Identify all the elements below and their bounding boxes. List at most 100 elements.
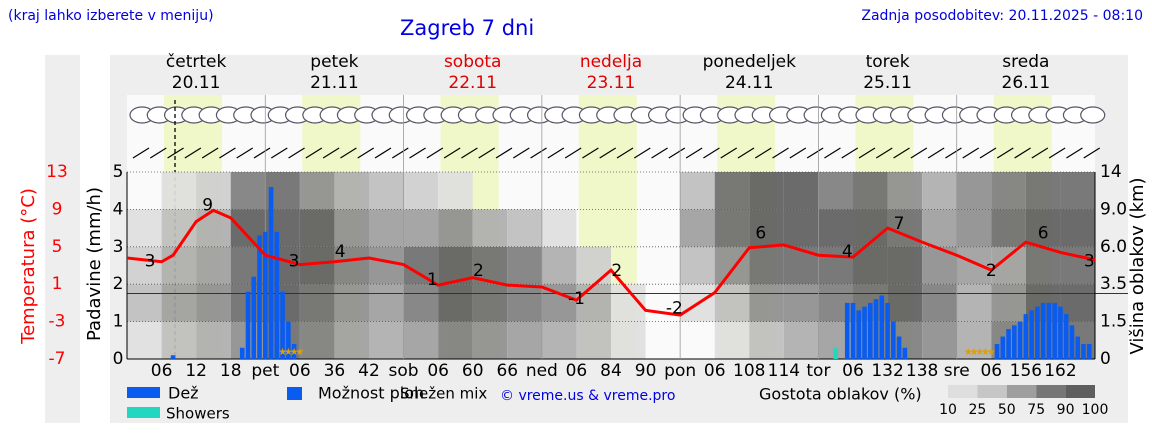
day-date: 20.11: [172, 73, 221, 93]
cloud-cell: [541, 209, 577, 247]
cloud-cell: [161, 284, 197, 322]
cloud-cell: [334, 321, 369, 359]
precip-bar: [274, 231, 280, 359]
wind-barb: [927, 147, 945, 159]
cloud-cell: [127, 209, 162, 247]
x-tick-label: 06: [151, 361, 173, 381]
cloud-cell: [196, 172, 231, 210]
cloud-cell: [611, 321, 646, 359]
temperature-label: 2: [473, 261, 484, 281]
cloud-cell: [369, 284, 404, 322]
precip-bar: [245, 291, 251, 359]
cloud-cell: [403, 321, 439, 359]
day-name: nedelja: [580, 52, 642, 72]
wind-barb: [616, 147, 634, 159]
cloud-legend-tick: 90: [1057, 402, 1075, 418]
precip-bar: [1023, 314, 1029, 359]
precip-layer: ★★★★ ★★★★★: [170, 186, 1092, 359]
cloud-axis-label: Višina oblakov (km): [1127, 177, 1148, 354]
wind-barb: [184, 147, 202, 159]
cloud-cell: [818, 172, 853, 210]
temperature-label: 3: [145, 252, 156, 272]
update-time: Zadnja posodobitev: 20.11.2025 - 08:10: [861, 8, 1143, 24]
wind-barb: [685, 147, 703, 159]
text-layer: 13951-3-7543210149.06.03.51.50četrtek20.…: [46, 52, 1127, 423]
cloud-cell: [1025, 246, 1061, 285]
cloud-cell: [680, 209, 715, 247]
cloud-cell: [956, 172, 992, 210]
precip-bar: [902, 347, 908, 359]
wind-barb: [633, 147, 651, 159]
cloud-cell: [127, 321, 162, 359]
wind-barb: [340, 147, 357, 159]
cloud-cell: [680, 172, 715, 210]
x-tick-label: 06: [704, 361, 726, 381]
precip-bar: [268, 186, 274, 359]
x-tick-label: 06: [566, 361, 588, 381]
precip-bar: [891, 321, 896, 359]
precip-bar: [1035, 306, 1040, 359]
cloud-cell: [507, 246, 542, 285]
temperature-tick-label: 9: [52, 199, 63, 219]
cloud-cell: [576, 284, 611, 322]
precip-bar: [1040, 302, 1046, 359]
cloud-legend-swatch: [1006, 385, 1037, 398]
precip-tick-label: 4: [113, 199, 124, 219]
precip-bar: [1029, 310, 1034, 359]
legend-swatch: [127, 407, 160, 418]
wind-barb: [893, 147, 910, 159]
cloud-legend-tick: 50: [998, 402, 1016, 418]
wind-barb: [703, 147, 720, 159]
chance-star: ★: [970, 347, 979, 358]
temperature-tick-label: 13: [46, 162, 68, 182]
cloud-cell: [403, 246, 439, 285]
temperature-label: -2: [666, 298, 683, 318]
cloud-cell: [818, 246, 853, 285]
chance-star: ★: [278, 347, 287, 358]
legend-label: Showers: [166, 405, 230, 423]
day-name: sreda: [1002, 52, 1049, 72]
weather-icon: [1080, 106, 1106, 124]
chance-star: ★: [975, 347, 984, 358]
temperature-label: 3: [289, 252, 300, 272]
temperature-label: 9: [202, 195, 213, 215]
cloud-cell: [922, 172, 957, 210]
wind-barb: [201, 147, 219, 159]
wind-barb: [979, 147, 997, 159]
wind-barb: [391, 147, 409, 159]
precip-bar: [280, 291, 285, 359]
wind-barb: [1048, 147, 1066, 159]
cloud-cell: [403, 284, 439, 322]
chart-title: Zagreb 7 dni: [400, 16, 534, 40]
wind-barb: [841, 147, 859, 159]
precip-bar: [1006, 329, 1011, 359]
cloud-cell: [576, 246, 611, 285]
precip-bar: [1081, 344, 1086, 359]
precip-bar: [879, 295, 885, 359]
x-tick-label: 06: [980, 361, 1002, 381]
cloud-cell: [196, 246, 231, 285]
cloud-legend-title: Gostota oblakov (%): [759, 385, 922, 404]
day-date: 26.11: [1002, 73, 1051, 93]
cloud-cell: [230, 172, 266, 210]
cloud-cell: [334, 284, 369, 322]
day-name: ponedeljek: [703, 52, 797, 72]
wind-barb: [495, 147, 513, 159]
cloud-cell: [887, 284, 923, 322]
cloud-cell: [1060, 209, 1095, 247]
temperature-line: [126, 208, 1096, 317]
temperature-label: 7: [894, 214, 905, 234]
wind-barb: [720, 147, 738, 159]
precip-axis-label: Padavine (mm/h): [84, 187, 105, 341]
wind-barb: [824, 147, 841, 159]
precip-bar: [873, 299, 879, 359]
x-tick-label: 18: [220, 361, 242, 381]
legend-swatch: [127, 387, 160, 398]
cloud-cell: [956, 321, 992, 359]
cloud-tick-label: 9.0: [1100, 199, 1127, 219]
wind-barb: [236, 147, 254, 159]
wind-barb: [754, 147, 772, 159]
temperature-label: 1: [427, 270, 438, 290]
temperature-tick-label: -7: [49, 349, 66, 369]
